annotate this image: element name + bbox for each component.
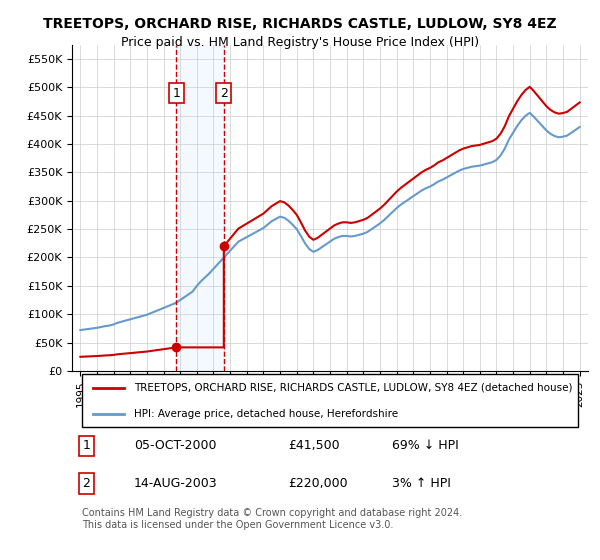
Text: 2: 2 <box>82 477 90 490</box>
Text: HPI: Average price, detached house, Herefordshire: HPI: Average price, detached house, Here… <box>134 409 398 419</box>
Text: TREETOPS, ORCHARD RISE, RICHARDS CASTLE, LUDLOW, SY8 4EZ: TREETOPS, ORCHARD RISE, RICHARDS CASTLE,… <box>43 17 557 31</box>
Text: 69% ↓ HPI: 69% ↓ HPI <box>392 440 458 452</box>
Text: 1: 1 <box>82 440 90 452</box>
Text: Price paid vs. HM Land Registry's House Price Index (HPI): Price paid vs. HM Land Registry's House … <box>121 36 479 49</box>
Text: 2: 2 <box>220 86 228 100</box>
Text: Contains HM Land Registry data © Crown copyright and database right 2024.
This d: Contains HM Land Registry data © Crown c… <box>82 508 463 530</box>
Text: 05-OCT-2000: 05-OCT-2000 <box>134 440 217 452</box>
Text: 3% ↑ HPI: 3% ↑ HPI <box>392 477 451 490</box>
Text: £41,500: £41,500 <box>289 440 340 452</box>
Bar <box>176 45 224 371</box>
Text: £220,000: £220,000 <box>289 477 349 490</box>
FancyBboxPatch shape <box>82 374 578 427</box>
Text: 14-AUG-2003: 14-AUG-2003 <box>134 477 218 490</box>
Text: 1: 1 <box>172 86 180 100</box>
Text: TREETOPS, ORCHARD RISE, RICHARDS CASTLE, LUDLOW, SY8 4EZ (detached house): TREETOPS, ORCHARD RISE, RICHARDS CASTLE,… <box>134 382 572 393</box>
